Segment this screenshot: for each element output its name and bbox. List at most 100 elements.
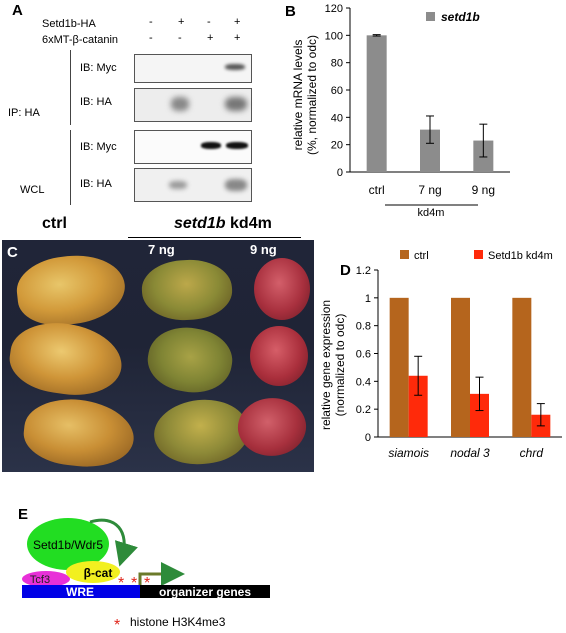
embryo-9ng-3 (233, 392, 311, 462)
panel-d-y-tick-label: 0.6 (356, 349, 371, 361)
panel-b-y-tick-label: 20 (331, 140, 343, 152)
ib-myc-label-2: IB: Myc (80, 141, 117, 153)
panel-b-x-tick-label: ctrl (369, 183, 385, 197)
sign-r1-c3: - (207, 16, 211, 28)
panel-d-y-tick-label: 0 (365, 432, 371, 444)
kd-heading-underline (128, 237, 301, 238)
embryo-7ng-1 (140, 256, 234, 324)
panel-d-ylabel-line2: (normalized to odc) (333, 314, 347, 417)
setd1b-ha-row-label: Setd1b-HA (42, 18, 96, 30)
ctrl-heading: ctrl (42, 215, 67, 232)
embryo-ctrl-3 (20, 394, 138, 472)
panel-d-y-tick-label: 1.2 (356, 265, 371, 277)
blot-ip-myc (134, 54, 252, 83)
blot-wcl-ha (134, 168, 252, 202)
panel-d-y-tick-label: 0.2 (356, 404, 371, 416)
panel-b-y-tick-label: 0 (337, 167, 343, 179)
panel-d-x-tick-label: siamois (388, 446, 429, 460)
kd-suffix: kd4m (225, 215, 272, 232)
legend-swatch-setd1b-kd4m (474, 250, 483, 259)
panel-d-x-tick-label: chrd (520, 446, 544, 460)
embryo-7ng-2 (143, 321, 237, 399)
panel-b-ylabel-line1: relative mRNA levels (291, 40, 305, 151)
blot-band (225, 179, 247, 191)
panel-d-letter: D (340, 262, 351, 279)
ib-ha-label-2: IB: HA (80, 178, 112, 190)
blot-band (201, 142, 221, 149)
panel-b-y-tick-label: 100 (325, 30, 343, 42)
panel-e-letter: E (18, 506, 29, 523)
legend-swatch-ctrl (400, 250, 409, 259)
legend-label-setd1b-kd4m: Setd1b kd4m (488, 250, 553, 262)
panel-c-letter: C (7, 244, 18, 261)
embryo-7ng-3 (150, 395, 252, 469)
blot-band (169, 181, 187, 189)
panel-e-diagram: Setd1b/Wdr5 Tcf3 β-cat * * * WRE organiz… (22, 518, 270, 633)
setd1b-wdr5-label: Setd1b/Wdr5 (33, 538, 103, 552)
blot-band (226, 142, 248, 149)
wcl-bracket-line (70, 130, 71, 205)
blot-ip-ha (134, 88, 252, 122)
panel-d-bar (512, 297, 532, 437)
kd-gene-name: setd1b (174, 215, 226, 232)
panel-b-letter: B (285, 3, 296, 20)
panel-b-y-tick-label: 120 (325, 3, 343, 15)
panel-b-x-tick-label: 9 ng (472, 183, 495, 197)
organizer-genes-block (140, 585, 270, 598)
panel-b-plot-area: 0 20 40 60 80 100 120 ctrl 7 ng 9 ng (325, 3, 510, 197)
beta-cat-shape (66, 561, 120, 583)
embryo-photo: C 7 ng 9 ng (2, 240, 314, 472)
organizer-genes-label: organizer genes (159, 585, 251, 599)
sign-r2-c2: - (178, 32, 182, 44)
ib-ha-label-1: IB: HA (80, 96, 112, 108)
ip-ha-label: IP: HA (8, 107, 40, 119)
h3k4me3-mark-1: * (118, 575, 124, 592)
sign-r1-c4: + (234, 16, 241, 28)
embryo-9ng-1 (254, 258, 310, 320)
panel-b-bar (366, 35, 387, 173)
legend-label-ctrl: ctrl (414, 250, 429, 262)
sign-r2-c1: - (149, 32, 153, 44)
dose-7ng-label: 7 ng (148, 242, 175, 257)
panel-d-bar (451, 297, 470, 437)
embryo-9ng-2 (250, 326, 308, 386)
legend-asterisk: * (114, 617, 120, 633)
panel-d-chart: 0 0.2 0.4 0.6 0.8 1 1.2 siamois nodal 3 chrd ctrl… (319, 250, 562, 460)
legend-swatch-setd1b (426, 12, 435, 21)
dose-9ng-label: 9 ng (250, 242, 277, 257)
sign-r1-c2: + (178, 16, 185, 28)
wcl-label: WCL (20, 184, 45, 196)
h3k4me3-mark-2: * (131, 575, 137, 592)
tcf3-shape (22, 571, 70, 587)
sign-r2-c3: + (207, 32, 214, 44)
kd-heading: setd1b kd4m (174, 215, 272, 233)
blot-band (171, 97, 189, 111)
panel-b-y-tick-label: 60 (331, 85, 343, 97)
h3k4me3-mark-3: * (144, 575, 150, 592)
wre-block (22, 585, 140, 598)
ib-myc-label-1: IB: Myc (80, 62, 117, 74)
ip-bracket-line (70, 50, 71, 125)
wre-label: WRE (66, 585, 94, 599)
methylation-arrow (89, 518, 138, 567)
panel-b-x-tick-label: 7 ng (418, 183, 441, 197)
tcf3-label: Tcf3 (30, 574, 50, 586)
sign-r2-c4: + (234, 32, 241, 44)
panel-d-y-tick-label: 0.4 (356, 376, 371, 388)
panel-d-ylabel-line1: relative gene expression (319, 300, 333, 430)
panel-b-ylabel-line2: (%, normalized to odc) (305, 35, 319, 155)
embryo-ctrl-2 (5, 316, 127, 402)
panel-b-chart: 0 20 40 60 80 100 120 ctrl 7 ng 9 ng setd1b relat… (291, 3, 510, 219)
blot-band (225, 97, 247, 111)
legend-label-setd1b: setd1b (441, 10, 480, 24)
setd1b-wdr5-complex (27, 518, 109, 570)
panel-a-letter: A (12, 2, 23, 19)
sign-r1-c1: - (149, 16, 153, 28)
transcription-arrow (138, 562, 185, 590)
panel-b-bar (420, 129, 440, 172)
panel-b-y-tick-label: 80 (331, 58, 343, 70)
panel-d-y-tick-label: 1 (365, 293, 371, 305)
panel-d-y-tick-label: 0.8 (356, 321, 371, 333)
blot-wcl-myc (134, 130, 252, 164)
blot-band (225, 64, 245, 70)
